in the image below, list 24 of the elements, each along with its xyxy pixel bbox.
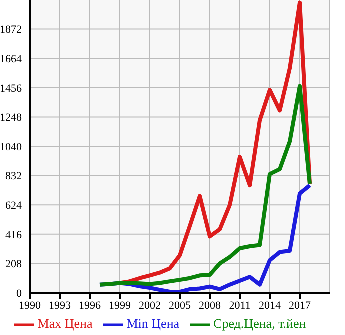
x-tick-label: 1999 [109,300,132,312]
y-tick-label: 416 [6,229,22,242]
x-tick-label: 1990 [19,300,42,312]
x-tick-label: 2017 [289,300,312,312]
y-tick-label: 624 [6,200,22,212]
y-tick-label: 208 [6,258,22,271]
x-tick-label: 2011 [229,300,251,312]
legend-label: Min Цена [126,316,180,331]
y-tick-label: 1872 [0,24,22,36]
y-tick-label: 832 [6,170,22,183]
x-tick-label: 1993 [49,300,72,312]
x-tick-label: 2005 [169,300,192,312]
legend-label: Сред.Цена, т.йен [214,316,306,331]
y-tick-label: 1248 [0,112,22,124]
x-tick-label: 2014 [259,300,282,312]
y-tick-label: 0 [16,288,22,300]
y-tick-label: 1456 [0,82,22,95]
legend-label: Max Цена [38,316,93,331]
y-tick-label: 1040 [0,141,22,154]
line-series [98,84,312,287]
x-tick-label: 2008 [199,300,222,312]
x-tick-label: 2002 [139,300,161,312]
x-tick-label: 1996 [79,300,102,312]
y-tick-label: 1664 [0,54,22,66]
